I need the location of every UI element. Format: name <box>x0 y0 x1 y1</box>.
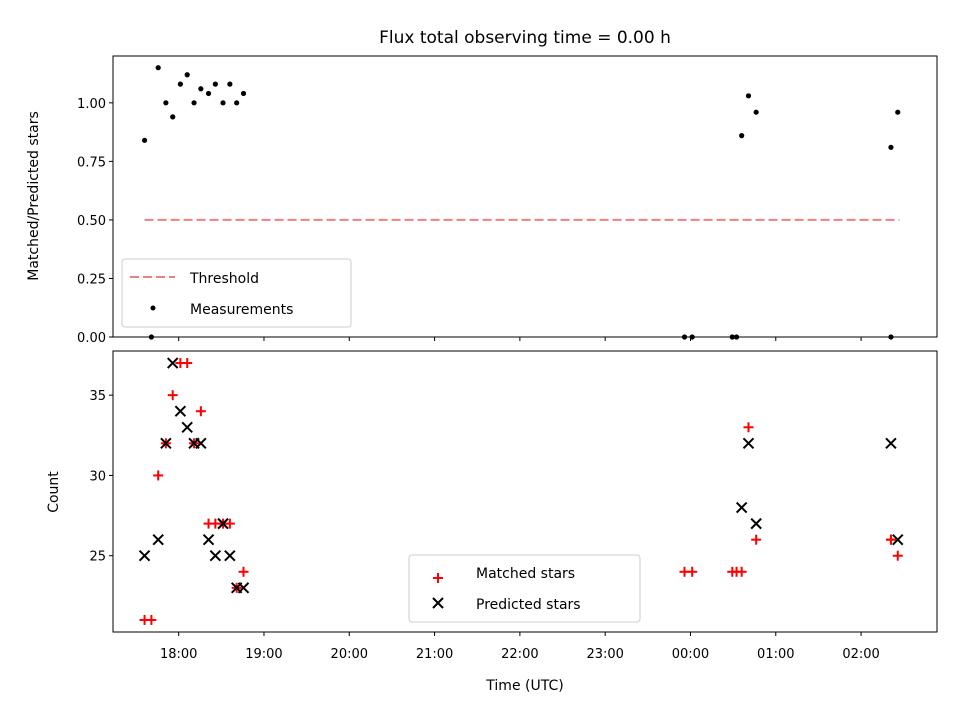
matched-star-point <box>736 566 747 577</box>
measurement-point <box>234 100 240 106</box>
matched-star-point <box>687 566 698 577</box>
predicted-star-point <box>237 582 250 594</box>
legend-measurements-label: Measurements <box>190 302 293 318</box>
predicted-star-point <box>181 421 193 433</box>
matched-star-point <box>892 550 903 561</box>
bottom-plot-frame <box>112 350 938 633</box>
matched-star-point <box>167 390 178 401</box>
measurement-point <box>745 93 752 99</box>
measurement-point <box>198 86 204 92</box>
measurement-point <box>227 81 233 87</box>
measurement-point <box>212 81 218 87</box>
matched-star-point <box>885 534 896 545</box>
matched-star-point <box>224 518 235 529</box>
top-y-tick-label: 0.25 <box>77 272 106 287</box>
predicted-star-point <box>892 533 904 546</box>
measurement-point <box>191 100 197 106</box>
matched-star-point <box>195 406 206 417</box>
chart-title: Flux total observing time = 0.00 h <box>379 28 671 48</box>
x-tick-label: 20:00 <box>331 647 368 662</box>
predicted-star-point <box>742 437 755 450</box>
x-tick-label: 18:00 <box>160 647 197 662</box>
measurement-point <box>184 72 190 78</box>
predicted-star-point <box>167 357 179 369</box>
measurement-point <box>141 137 148 143</box>
predicted-star-point <box>209 550 222 562</box>
count-points <box>138 357 904 625</box>
x-tick-label: 00:00 <box>672 647 709 662</box>
measurement-point <box>177 81 183 87</box>
measurement-point <box>163 100 169 106</box>
predicted-star-point <box>174 405 187 417</box>
top-y-tick-label: 0.00 <box>77 331 106 346</box>
top-y-tick-label: 1.00 <box>77 97 106 112</box>
matched-star-point <box>146 614 157 625</box>
top-legend-box <box>121 258 352 328</box>
predicted-star-point <box>160 437 172 450</box>
predicted-star-point <box>152 533 164 546</box>
matched-star-point <box>153 470 164 481</box>
bottom-plot: 25 30 35 18:00 19:00 20:00 21:00 22:00 23:00 00:… <box>46 350 938 694</box>
measurement-point <box>739 133 745 139</box>
bottom-legend: Matched stars Predicted stars <box>408 554 641 623</box>
top-legend: Threshold Measurements <box>121 258 352 328</box>
x-tick-label: 22:00 <box>501 647 538 662</box>
measurement-point <box>170 114 176 120</box>
top-y-tick-label: 0.50 <box>77 214 106 229</box>
bottom-legend-box <box>408 554 641 623</box>
predicted-star-point <box>735 501 748 514</box>
measurement-point <box>220 100 226 106</box>
legend-predicted-label: Predicted stars <box>476 597 581 613</box>
bottom-y-tick-label: 30 <box>89 469 106 484</box>
predicted-star-point <box>750 517 762 530</box>
x-axis-ticks: 18:00 19:00 20:00 21:00 22:00 23:00 00:00 01:00… <box>160 632 880 662</box>
predicted-star-point <box>885 437 897 450</box>
bottom-y-tick-label: 35 <box>89 389 106 404</box>
matched-star-point <box>182 358 193 369</box>
legend-predicted-swatch <box>432 597 444 609</box>
x-tick-label: 01:00 <box>757 647 794 662</box>
x-tick-label: 23:00 <box>586 647 623 662</box>
measurement-point <box>895 109 901 115</box>
bottom-y-tick-label: 25 <box>89 550 106 565</box>
x-tick-label: 02:00 <box>842 647 879 662</box>
measurement-point <box>155 65 161 71</box>
predicted-star-point <box>224 550 236 562</box>
top-plot-frame <box>112 55 938 338</box>
x-tick-label: 21:00 <box>416 647 453 662</box>
x-axis-label: Time (UTC) <box>485 678 563 694</box>
predicted-star-point <box>202 533 215 546</box>
legend-matched-swatch <box>433 573 443 583</box>
matched-star-point <box>238 566 249 577</box>
predicted-star-point <box>195 437 207 450</box>
top-plot: 0.00 0.25 0.50 0.75 1.00 Matched/Predicted s… <box>26 55 938 346</box>
bottom-y-axis-ticks: 25 30 35 <box>89 389 113 565</box>
predicted-star-point <box>217 517 229 530</box>
measurement-point <box>753 109 759 115</box>
legend-threshold-label: Threshold <box>189 271 259 287</box>
measurement-points <box>141 65 901 340</box>
matched-star-point <box>751 534 762 545</box>
legend-measurements-swatch <box>150 305 156 311</box>
bottom-y-axis-label: Count <box>46 471 62 513</box>
top-y-axis-label: Matched/Predicted stars <box>26 111 42 281</box>
legend-matched-label: Matched stars <box>476 566 575 582</box>
matched-star-point <box>743 422 754 433</box>
measurement-point <box>240 90 247 97</box>
top-y-tick-label: 0.75 <box>77 155 106 170</box>
top-y-axis-ticks: 0.00 0.25 0.50 0.75 1.00 <box>77 97 862 346</box>
predicted-star-point <box>138 550 151 562</box>
measurement-point <box>888 144 894 150</box>
measurement-point <box>205 90 212 97</box>
x-tick-label: 19:00 <box>245 647 282 662</box>
